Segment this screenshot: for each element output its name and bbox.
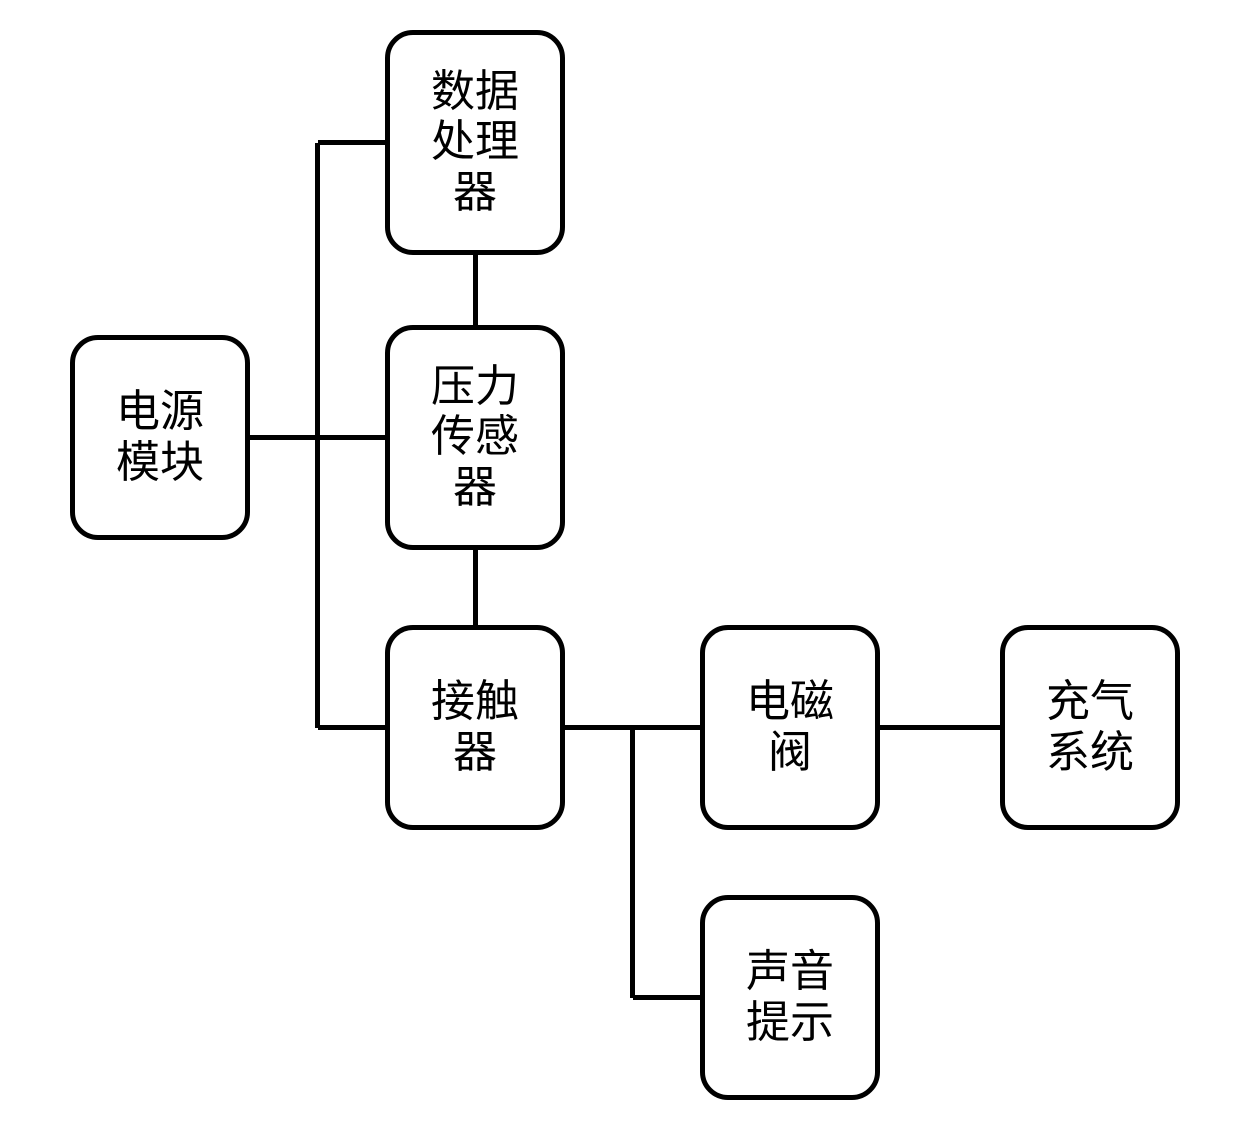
node-processor: 数据 处理 器: [385, 30, 565, 255]
node-power: 电源 模块: [70, 335, 250, 540]
edge-segment: [630, 728, 635, 998]
edge-segment: [318, 140, 386, 145]
edge-segment: [633, 995, 701, 1000]
edge-segment: [565, 725, 633, 730]
node-sensor: 压力 传感 器: [385, 325, 565, 550]
edge-segment: [250, 435, 385, 440]
node-label: 接触 器: [431, 677, 519, 778]
node-contactor: 接触 器: [385, 625, 565, 830]
node-inflation: 充气 系统: [1000, 625, 1180, 830]
diagram-canvas: 电源 模块 数据 处理 器压力 传感 器接触 器 电磁 阀 充气 系统声音 提示: [0, 0, 1240, 1131]
node-sound: 声音 提示: [700, 895, 880, 1100]
node-valve: 电磁 阀: [700, 625, 880, 830]
edge-segment: [473, 550, 478, 625]
node-label: 充气 系统: [1046, 677, 1134, 778]
edge-segment: [318, 725, 386, 730]
edge-segment: [473, 255, 478, 325]
node-label: 数据 处理 器: [431, 67, 519, 219]
edge-segment: [880, 725, 1000, 730]
edge-segment: [315, 438, 320, 728]
node-label: 电磁 阀: [746, 677, 834, 778]
node-label: 压力 传感 器: [431, 362, 519, 514]
node-label: 电源 模块: [116, 387, 204, 488]
edge-segment: [315, 143, 320, 438]
edge-segment: [633, 725, 701, 730]
node-label: 声音 提示: [746, 947, 834, 1048]
